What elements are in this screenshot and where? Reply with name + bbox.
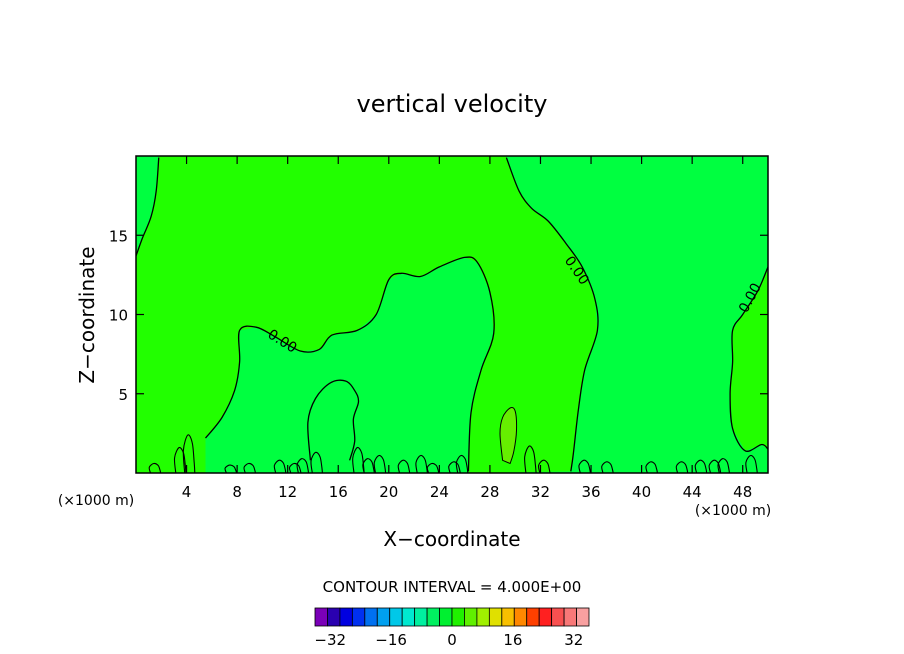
x-tick-label: 40 bbox=[632, 483, 651, 501]
surface-contour bbox=[224, 464, 238, 473]
x-tick-label: 20 bbox=[379, 483, 398, 501]
colorbar-swatch bbox=[513, 607, 528, 627]
surface-contour bbox=[173, 446, 187, 473]
colorbar-tick-label: 16 bbox=[503, 631, 522, 649]
colorbar-swatch bbox=[576, 607, 590, 627]
colorbar-swatch bbox=[364, 607, 378, 627]
x-tick-label: 12 bbox=[278, 483, 297, 501]
surface-contour bbox=[645, 461, 658, 473]
colorbar-swatch bbox=[439, 607, 453, 627]
surface-contour bbox=[148, 462, 162, 473]
x-tick-label: 32 bbox=[531, 483, 550, 501]
x-axis-ticks: 4 8 12 16 20 24 28 32 36 40 44 48 bbox=[182, 156, 752, 501]
surface-contour bbox=[675, 461, 689, 473]
colorbar-swatch bbox=[376, 607, 391, 627]
x-axis-unit: (×1000 m) bbox=[695, 503, 771, 519]
y-axis-ticks: 5 10 15 bbox=[109, 227, 768, 404]
surface-contour bbox=[455, 454, 469, 473]
contour-line bbox=[729, 266, 768, 452]
colorbar-swatch bbox=[526, 607, 540, 627]
contour-line bbox=[204, 256, 495, 472]
near-surface-contours bbox=[148, 434, 758, 473]
surface-contour bbox=[273, 459, 287, 473]
surface-contour bbox=[578, 459, 591, 473]
surface-contour bbox=[426, 462, 440, 473]
contour-line bbox=[307, 379, 360, 461]
colorbar-swatch bbox=[501, 607, 515, 627]
surface-contour bbox=[694, 459, 708, 473]
y-tick-label: 10 bbox=[109, 307, 128, 325]
surface-contour bbox=[243, 462, 256, 473]
contour-lines bbox=[136, 157, 768, 472]
colorbar-swatch bbox=[314, 607, 328, 627]
surface-contour bbox=[182, 434, 196, 473]
surface-contour bbox=[296, 458, 310, 473]
chart-title: vertical velocity bbox=[357, 90, 548, 118]
colorbar-swatch bbox=[327, 607, 341, 627]
x-axis-label: X−coordinate bbox=[383, 527, 520, 551]
surface-contour bbox=[362, 458, 375, 473]
plot-area bbox=[136, 156, 768, 473]
colorbar-swatch bbox=[476, 607, 490, 627]
surface-contour bbox=[745, 454, 758, 473]
surface-contour bbox=[524, 445, 537, 473]
surface-contour bbox=[448, 461, 461, 473]
x-tick-label: 16 bbox=[329, 483, 348, 501]
colorbar-swatch bbox=[351, 607, 366, 627]
surface-contour bbox=[708, 459, 722, 473]
surface-contour bbox=[397, 459, 411, 473]
colorbar-tick-label: 0 bbox=[447, 631, 457, 649]
maximum-cell-fill bbox=[499, 407, 518, 465]
colorbar-swatch bbox=[488, 607, 503, 627]
y-tick-label: 15 bbox=[109, 227, 128, 245]
surface-contour bbox=[373, 454, 387, 473]
x-tick-label: 24 bbox=[430, 483, 449, 501]
contour-line bbox=[136, 157, 160, 257]
colorbar-tick-label: 32 bbox=[564, 631, 583, 649]
surface-contour bbox=[310, 451, 323, 473]
colorbar-swatch bbox=[451, 607, 465, 627]
colorbar-tick-label: −16 bbox=[375, 631, 407, 649]
surface-contour bbox=[288, 462, 302, 473]
x-tick-label: 48 bbox=[733, 483, 752, 501]
colorbar-swatch bbox=[551, 607, 565, 627]
x-tick-label: 28 bbox=[480, 483, 499, 501]
y-axis-label: Z−coordinate bbox=[75, 246, 99, 383]
colorbar-swatch bbox=[414, 607, 428, 627]
x-tick-label: 4 bbox=[182, 483, 192, 501]
colorbar-swatch bbox=[339, 607, 353, 627]
colorbar-swatch bbox=[464, 607, 478, 627]
colorbar-swatch bbox=[426, 607, 440, 627]
colorbar-tick-label: −32 bbox=[314, 631, 346, 649]
x-tick-label: 44 bbox=[683, 483, 702, 501]
colorbar bbox=[314, 607, 590, 627]
y-tick-label: 5 bbox=[118, 386, 128, 404]
y-axis-unit: (×1000 m) bbox=[58, 493, 134, 509]
colorbar-swatch bbox=[563, 607, 577, 627]
colorbar-swatch bbox=[389, 607, 403, 627]
x-tick-label: 8 bbox=[232, 483, 242, 501]
colorbar-swatch bbox=[538, 607, 553, 627]
contour-line bbox=[505, 157, 599, 472]
positive-region-fill bbox=[136, 156, 768, 473]
surface-contour bbox=[601, 461, 614, 473]
surface-contour bbox=[537, 459, 551, 473]
x-tick-label: 36 bbox=[581, 483, 600, 501]
surface-contour bbox=[717, 458, 730, 473]
contour-interval-text: CONTOUR INTERVAL = 4.000E+00 bbox=[323, 578, 582, 596]
colorbar-swatch bbox=[401, 607, 416, 627]
surface-contour bbox=[352, 446, 365, 473]
colorbar-labels: −32 −16 0 16 32 bbox=[314, 631, 583, 649]
